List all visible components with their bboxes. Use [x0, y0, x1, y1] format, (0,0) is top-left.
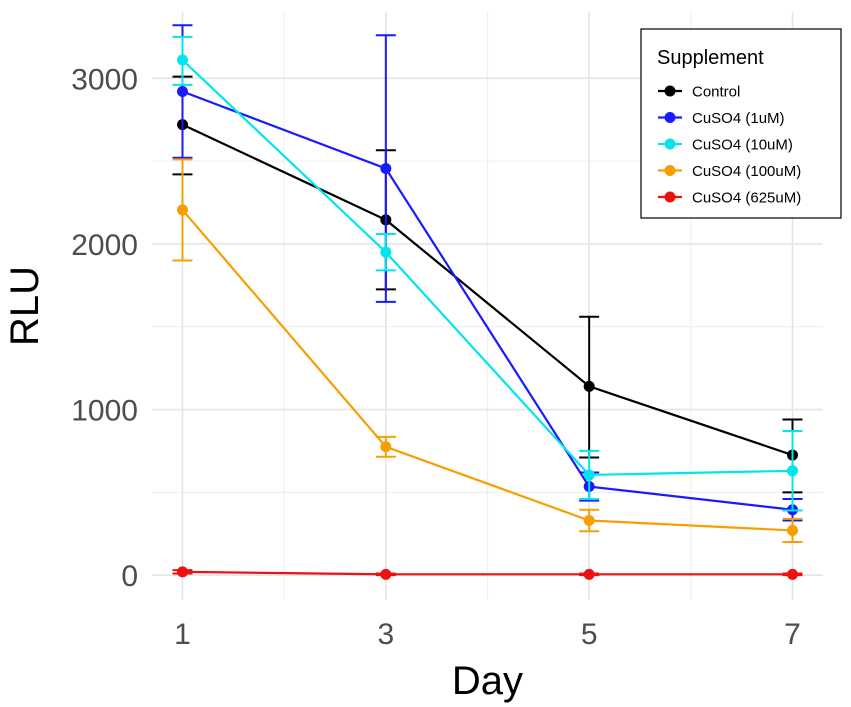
x-axis-title: Day [452, 659, 523, 703]
legend-title: Supplement [657, 47, 764, 69]
series-line [182, 570, 793, 576]
data-point [583, 568, 595, 580]
series-cuso4-100um [172, 158, 803, 544]
legend-swatch-point [664, 112, 676, 123]
data-point [177, 54, 188, 66]
y-tick-label: 0 [121, 560, 138, 593]
data-point [787, 568, 798, 580]
data-point [380, 441, 392, 453]
y-tick-label: 1000 [71, 395, 138, 428]
legend-item: CuSO4 (1uM) [658, 110, 785, 127]
legend-swatch-point [664, 138, 676, 150]
legend-item: Control [658, 84, 740, 101]
series-line [182, 123, 793, 457]
legend-box [640, 28, 842, 219]
series-cuso4-10um [172, 35, 803, 512]
series-cuso4-625um [172, 566, 803, 580]
series-line [182, 90, 793, 511]
legend-item: CuSO4 (625uM) [658, 190, 801, 207]
y-tick-label: 2000 [71, 229, 138, 262]
series-line [181, 59, 793, 477]
data-point [380, 246, 392, 258]
data-point [177, 204, 188, 216]
legend-swatch-point [664, 165, 676, 176]
legend-label: Control [692, 84, 740, 101]
x-tick-label: 3 [377, 618, 394, 651]
data-point [787, 524, 798, 536]
legend-label: CuSO4 (100uM) [692, 163, 801, 180]
series-layer [172, 24, 803, 580]
y-axis-title: RLU [3, 266, 47, 346]
legend-label: CuSO4 (1uM) [692, 110, 785, 127]
data-point [583, 380, 595, 392]
data-point [177, 566, 188, 578]
data-point [380, 163, 392, 175]
y-tick-label: 3000 [71, 63, 138, 96]
data-point [787, 465, 798, 477]
data-point [380, 568, 392, 580]
data-point [583, 514, 595, 526]
data-point [583, 469, 595, 481]
legend: Supplement Control CuSO4 (1uM) CuSO4 (10uM… [640, 28, 842, 219]
series-line [181, 209, 793, 532]
x-tick-label: 1 [174, 618, 191, 651]
legend-item: CuSO4 (100uM) [658, 163, 801, 180]
axes: 0 1000 2000 3000 1 3 5 7 [71, 63, 801, 651]
legend-label: CuSO4 (625uM) [692, 190, 801, 207]
legend-items: Control CuSO4 (1uM) CuSO4 (10uM) CuSO4 (100… [658, 84, 801, 207]
x-tick-label: 5 [581, 618, 598, 651]
data-point [177, 86, 188, 98]
legend-swatch-point [664, 191, 676, 203]
legend-label: CuSO4 (10uM) [692, 137, 793, 154]
legend-swatch-point [664, 85, 676, 97]
legend-item: CuSO4 (10uM) [658, 137, 793, 154]
x-tick-label: 7 [784, 618, 801, 651]
series-cuso4-1um [172, 24, 803, 522]
